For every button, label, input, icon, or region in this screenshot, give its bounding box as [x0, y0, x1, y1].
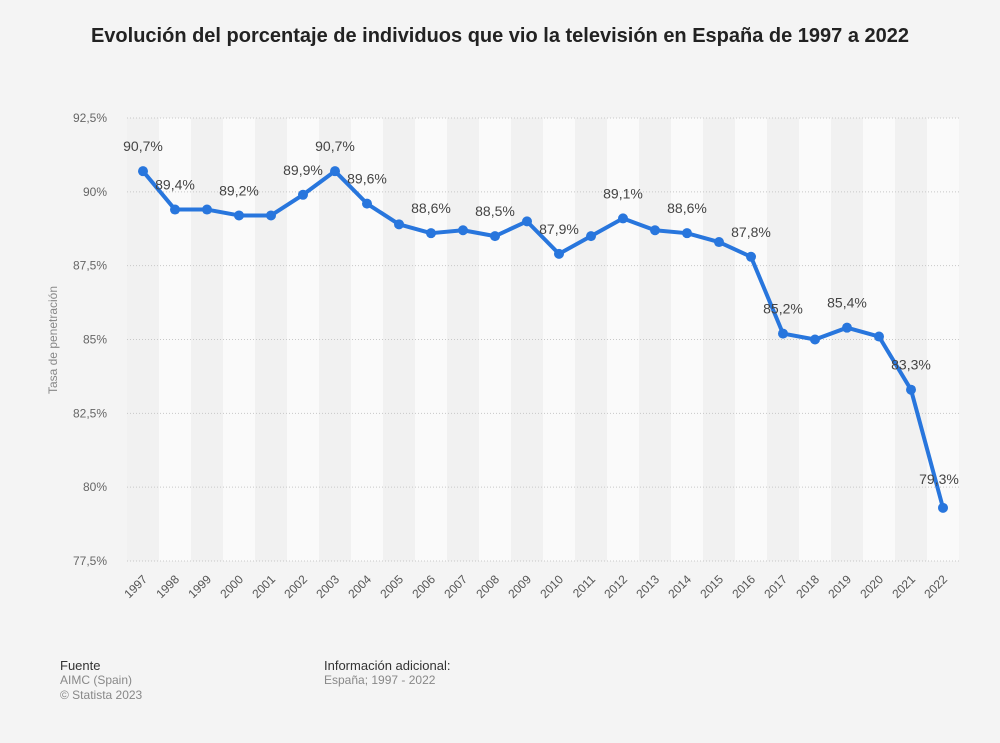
data-point: [650, 225, 660, 236]
y-tick-label: 85%: [83, 333, 107, 347]
data-point: [266, 210, 276, 221]
x-tick-label: 2003: [313, 572, 342, 601]
x-tick-label: 2004: [345, 572, 374, 601]
x-tick-label: 2000: [217, 572, 246, 601]
y-tick-label: 82,5%: [73, 406, 107, 420]
source-heading: Fuente: [60, 658, 101, 673]
column-band: [671, 118, 703, 561]
data-point: [906, 384, 916, 395]
data-label: 88,6%: [667, 200, 707, 216]
data-label: 89,9%: [283, 162, 323, 178]
copyright-text: © Statista 2023: [60, 688, 143, 702]
x-tick-label: 1998: [153, 572, 182, 601]
data-point: [746, 251, 756, 262]
data-point: [170, 204, 180, 215]
info-text: España; 1997 - 2022: [324, 673, 436, 687]
data-point: [778, 328, 788, 339]
data-point: [874, 331, 884, 342]
data-point: [330, 166, 340, 177]
column-band: [383, 118, 415, 561]
data-point: [714, 237, 724, 248]
y-tick-label: 87,5%: [73, 259, 107, 273]
data-point: [938, 502, 948, 513]
x-tick-label: 2005: [377, 572, 406, 601]
data-point: [490, 231, 500, 242]
y-tick-label: 92,5%: [73, 111, 107, 125]
source-block: Fuente AIMC (Spain) © Statista 2023: [60, 658, 142, 703]
x-tick-label: 2001: [249, 572, 278, 601]
data-label: 90,7%: [123, 138, 163, 154]
data-label: 89,6%: [347, 171, 387, 187]
data-label: 85,2%: [763, 301, 803, 317]
data-point: [394, 219, 404, 230]
data-point: [522, 216, 532, 227]
source-text: AIMC (Spain): [60, 673, 133, 687]
x-tick-label: 2016: [729, 572, 758, 601]
data-label: 79,3%: [919, 471, 959, 487]
x-tick-label: 2015: [697, 572, 726, 601]
column-band: [767, 118, 799, 561]
data-label: 88,5%: [475, 203, 515, 219]
x-tick-label: 2012: [601, 572, 630, 601]
info-heading: Información adicional:: [324, 658, 451, 673]
series-line: [141, 169, 945, 509]
info-block: Información adicional: España; 1997 - 20…: [324, 658, 450, 688]
x-tick-label: 1997: [121, 572, 150, 601]
data-point: [554, 248, 564, 259]
x-tick-label: 2021: [889, 572, 918, 601]
x-tick-label: 2014: [665, 572, 694, 601]
data-point: [362, 198, 372, 209]
x-tick-label: 2007: [441, 572, 470, 601]
x-tick-label: 2013: [633, 572, 662, 601]
data-point: [234, 210, 244, 221]
x-tick-label: 2009: [505, 572, 534, 601]
x-tick-label: 2018: [793, 572, 822, 601]
data-point: [682, 228, 692, 239]
x-tick-label: 2006: [409, 572, 438, 601]
data-label: 90,7%: [315, 138, 355, 154]
x-tick-label: 2017: [761, 572, 790, 601]
data-label: 88,6%: [411, 200, 451, 216]
chart-title: Evolución del porcentaje de individuos q…: [90, 25, 910, 47]
data-point: [618, 213, 628, 224]
data-point: [458, 225, 468, 236]
y-tick-label: 80%: [83, 480, 107, 494]
data-point: [586, 231, 596, 242]
x-tick-label: 2011: [570, 572, 598, 600]
x-tick-label: 2002: [281, 572, 310, 601]
data-point: [202, 204, 212, 215]
x-tick-label: 2020: [857, 572, 886, 601]
column-band: [479, 118, 511, 561]
x-tick-label: 2019: [825, 572, 854, 601]
data-point: [298, 189, 308, 200]
data-point: [426, 228, 436, 239]
x-tick-label: 2008: [473, 572, 502, 601]
data-label: 87,8%: [731, 224, 771, 240]
y-tick-label: 77,5%: [73, 554, 107, 568]
data-point: [138, 166, 148, 177]
data-label: 89,4%: [155, 177, 195, 193]
data-label: 89,2%: [219, 182, 259, 198]
x-tick-label: 1999: [185, 572, 214, 601]
x-tick-label: 2022: [921, 572, 950, 601]
data-label: 87,9%: [539, 221, 579, 237]
data-point: [810, 334, 820, 345]
y-axis-label: Tasa de penetración: [46, 286, 60, 394]
data-label: 89,1%: [603, 185, 643, 201]
data-label: 85,4%: [827, 295, 867, 311]
data-label: 83,3%: [891, 357, 931, 373]
y-tick-label: 90%: [83, 185, 107, 199]
x-tick-label: 2010: [537, 572, 566, 601]
data-point: [842, 322, 852, 333]
